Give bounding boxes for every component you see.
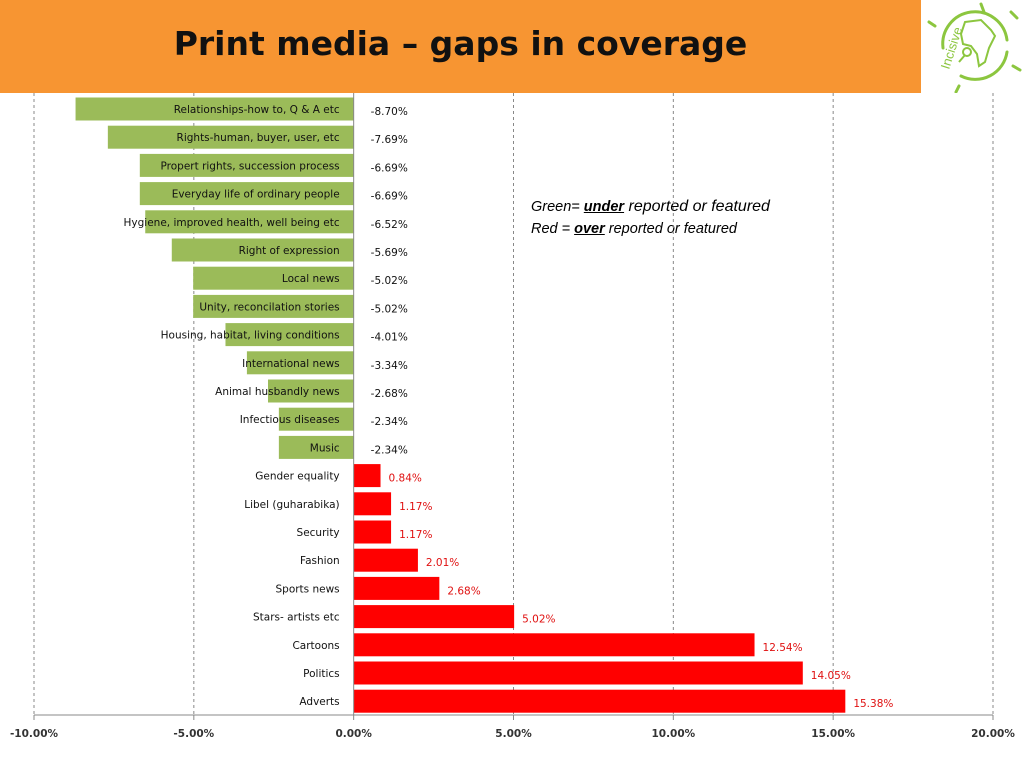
bar	[107, 125, 354, 149]
title-bar	[0, 0, 921, 93]
legend-green: Green= under reported or featured	[531, 198, 770, 215]
category-label: Animal husbandly news	[215, 386, 340, 398]
category-label: Propert rights, succession process	[161, 160, 340, 172]
data-label: 1.17%	[399, 529, 432, 541]
x-tick-label: -10.00%	[10, 728, 59, 740]
legend-red: Red = over reported or featured	[531, 221, 737, 237]
bar	[278, 435, 354, 459]
bar	[353, 548, 418, 572]
bar	[353, 661, 803, 685]
bar-chart: Relationships-how to, Q & A etc -8.70% Rig…	[10, 93, 1015, 740]
category-label: Fashion	[300, 555, 340, 567]
category-label: Libel (guharabika)	[244, 499, 339, 511]
category-label: Right of expression	[239, 245, 340, 257]
category-label: Cartoons	[292, 640, 339, 652]
category-label: Rights-human, buyer, user, etc	[177, 132, 340, 144]
bar	[145, 210, 354, 234]
category-label: Housing, habitat, living conditions	[161, 330, 340, 342]
bar	[353, 576, 440, 600]
category-label: Music	[310, 442, 340, 454]
category-label: International news	[242, 358, 340, 370]
data-label: -8.70%	[371, 106, 408, 118]
bar	[353, 492, 392, 516]
bar	[246, 351, 354, 375]
data-label: 1.17%	[399, 501, 432, 513]
bars	[75, 97, 846, 713]
x-tick-label: 0.00%	[335, 728, 372, 740]
bar	[139, 182, 354, 206]
data-label: -2.68%	[371, 388, 408, 400]
data-label: -6.52%	[371, 219, 408, 231]
bar	[278, 407, 354, 431]
category-label: Hygiene, improved health, well being etc	[124, 217, 340, 229]
category-label: Stars- artists etc	[253, 612, 340, 624]
category-label: Adverts	[299, 696, 339, 708]
category-label: Infectious diseases	[240, 414, 340, 426]
incisive-logo: Incisive	[921, 0, 1024, 94]
data-label: -4.01%	[371, 332, 408, 344]
category-label: Politics	[303, 668, 340, 680]
bar	[353, 605, 515, 629]
data-label: -7.69%	[371, 134, 408, 146]
x-tick-label: 5.00%	[495, 728, 532, 740]
data-label: -5.02%	[371, 303, 408, 315]
bar	[353, 633, 755, 657]
bar	[139, 153, 354, 177]
category-label: Local news	[282, 273, 340, 285]
bar	[353, 520, 392, 544]
data-label: 12.54%	[763, 642, 803, 654]
data-label: 2.01%	[426, 557, 459, 569]
category-label: Security	[297, 527, 340, 539]
bar	[75, 97, 354, 121]
data-label: -2.34%	[371, 416, 408, 428]
bar	[267, 379, 354, 403]
legend: Green= under reported or featured Red = …	[531, 196, 770, 240]
data-label: 2.68%	[447, 585, 480, 597]
category-label: Relationships-how to, Q & A etc	[174, 104, 340, 116]
bar	[225, 323, 354, 347]
data-label: -6.69%	[371, 191, 408, 203]
x-tick-label: 15.00%	[811, 728, 855, 740]
africa-globe-icon: Incisive	[927, 2, 1022, 94]
x-tick-label: 20.00%	[971, 728, 1015, 740]
data-label: -3.34%	[371, 360, 408, 372]
bar	[193, 266, 354, 290]
category-label: Unity, reconcilation stories	[199, 301, 339, 313]
bar	[353, 689, 846, 713]
x-axis: -10.00% -5.00% 0.00% 5.00% 10.00% 15.00% 20.00…	[10, 93, 1015, 740]
labels: Relationships-how to, Q & A etc -8.70% Rig…	[124, 104, 894, 710]
bar	[353, 464, 381, 488]
bar	[171, 238, 354, 262]
data-label: -6.69%	[371, 162, 408, 174]
category-label: Everyday life of ordinary people	[172, 189, 340, 201]
data-label: -5.02%	[371, 275, 408, 287]
x-tick-label: -5.00%	[173, 728, 214, 740]
page-title: Print media – gaps in coverage	[173, 24, 748, 63]
category-label: Sports news	[275, 583, 339, 595]
bar	[193, 294, 354, 318]
data-label: 14.05%	[811, 670, 851, 682]
category-label: Gender equality	[255, 471, 339, 483]
data-label: 5.02%	[522, 614, 555, 626]
data-label: -2.34%	[371, 444, 408, 456]
data-label: 15.38%	[853, 698, 893, 710]
x-tick-label: 10.00%	[651, 728, 695, 740]
data-label: 0.84%	[389, 473, 422, 485]
data-label: -5.69%	[371, 247, 408, 259]
